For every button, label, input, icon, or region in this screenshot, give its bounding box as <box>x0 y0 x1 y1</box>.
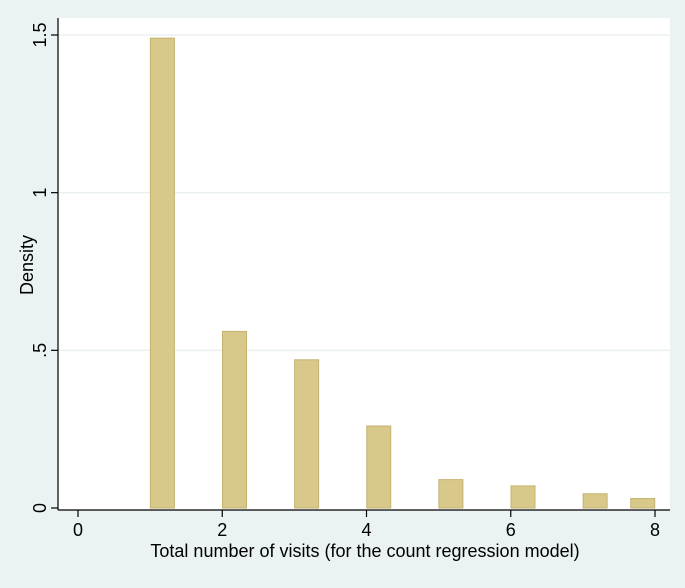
x-tick-label-3: 6 <box>506 520 516 540</box>
x-tick-label-4: 8 <box>650 520 660 540</box>
bar-0 <box>149 37 175 509</box>
axes <box>51 18 670 517</box>
bar-2 <box>294 359 320 509</box>
plot-area <box>58 18 670 510</box>
y-tick-label-2: 1 <box>30 188 50 198</box>
tick-labels: 0 .5 1 1.5 0 2 4 6 8 <box>30 22 660 540</box>
y-tick-label-3: 1.5 <box>30 22 50 47</box>
bar-5 <box>510 485 536 509</box>
bar-3 <box>366 425 392 509</box>
x-tick-label-1: 2 <box>217 520 227 540</box>
bars <box>149 37 656 509</box>
y-axis-title: Density <box>17 235 37 295</box>
bar-6 <box>582 493 608 509</box>
y-tick-label-1: .5 <box>30 343 50 358</box>
bar-7 <box>630 498 656 509</box>
bar-1 <box>222 330 248 509</box>
x-tick-label-2: 4 <box>361 520 371 540</box>
bar-4 <box>438 479 464 509</box>
y-tick-label-0: 0 <box>30 503 50 513</box>
x-axis-title: Total number of visits (for the count re… <box>150 541 579 561</box>
x-tick-label-0: 0 <box>73 520 83 540</box>
